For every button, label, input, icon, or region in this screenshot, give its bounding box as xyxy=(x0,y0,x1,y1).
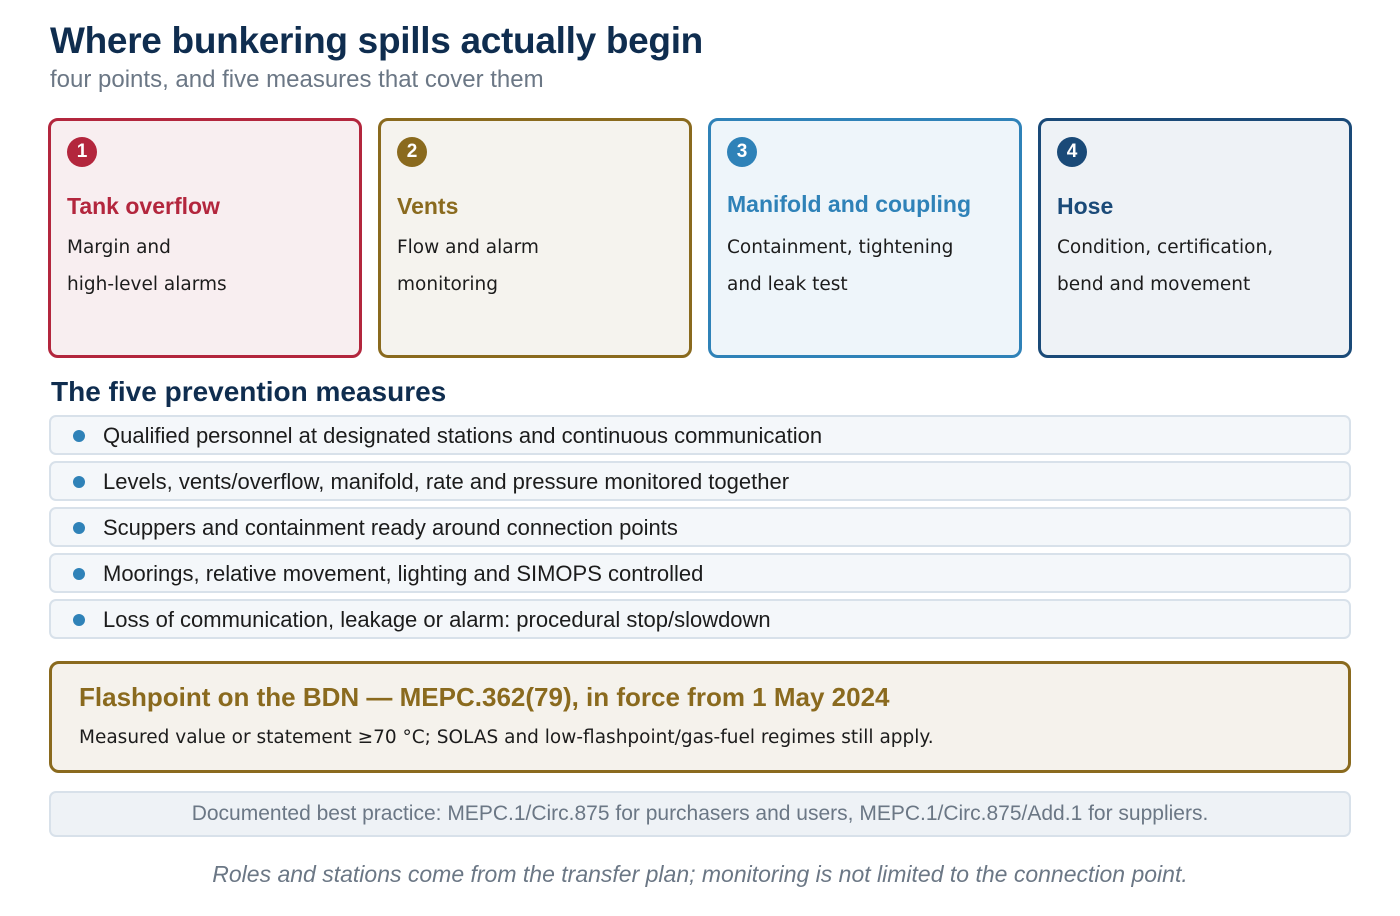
measure-item: Scuppers and containment ready around co… xyxy=(49,507,1351,547)
callout-title: Flashpoint on the BDN — MEPC.362(79), in… xyxy=(79,682,890,712)
point-number-badge: 2 xyxy=(397,137,427,167)
best-practice-note: Documented best practice: MEPC.1/Circ.87… xyxy=(49,791,1351,837)
measure-item: Qualified personnel at designated statio… xyxy=(49,415,1351,455)
flashpoint-callout: Flashpoint on the BDN — MEPC.362(79), in… xyxy=(49,661,1351,773)
bullet-dot-icon xyxy=(73,476,85,488)
point-description: Condition, certification, bend and movem… xyxy=(1057,229,1337,303)
point-number-badge: 1 xyxy=(67,137,97,167)
point-description: Flow and alarm monitoring xyxy=(397,229,677,303)
measures-list: Qualified personnel at designated statio… xyxy=(49,415,1351,645)
point-card-manifold-coupling: 3 Manifold and coupling Containment, tig… xyxy=(708,118,1022,358)
callout-text: Measured value or statement ≥70 °C; SOLA… xyxy=(79,727,934,748)
point-description-line: monitoring xyxy=(397,274,498,295)
point-description-line: Condition, certification, xyxy=(1057,237,1274,258)
measures-heading: The five prevention measures xyxy=(51,376,447,407)
point-number-badge: 3 xyxy=(727,137,757,167)
point-description: Margin and high-level alarms xyxy=(67,229,347,303)
bullet-dot-icon xyxy=(73,430,85,442)
page-subtitle: four points, and five measures that cove… xyxy=(50,66,544,93)
bullet-dot-icon xyxy=(73,568,85,580)
bullet-dot-icon xyxy=(73,614,85,626)
point-title: Vents xyxy=(397,193,459,219)
point-description-line: bend and movement xyxy=(1057,274,1251,295)
point-description-line: Flow and alarm xyxy=(397,237,539,258)
point-description-line: high-level alarms xyxy=(67,274,227,295)
point-description-line: Containment, tightening xyxy=(727,237,954,258)
measure-text: Moorings, relative movement, lighting an… xyxy=(103,561,704,586)
point-description: Containment, tightening and leak test xyxy=(727,229,1007,303)
page-title: Where bunkering spills actually begin xyxy=(50,20,703,61)
point-description-line: Margin and xyxy=(67,237,171,258)
point-title: Manifold and coupling xyxy=(727,191,972,217)
measure-item: Levels, vents/overflow, manifold, rate a… xyxy=(49,461,1351,501)
measure-text: Scuppers and containment ready around co… xyxy=(103,515,678,540)
point-number-badge: 4 xyxy=(1057,137,1087,167)
spill-points: 1 Tank overflow Margin and high-level al… xyxy=(48,118,1352,358)
measure-text: Loss of communication, leakage or alarm:… xyxy=(103,607,771,632)
point-title: Tank overflow xyxy=(67,193,220,219)
point-card-vents: 2 Vents Flow and alarm monitoring xyxy=(378,118,692,358)
measure-text: Qualified personnel at designated statio… xyxy=(103,423,823,448)
point-title: Hose xyxy=(1057,193,1114,219)
point-card-hose: 4 Hose Condition, certification, bend an… xyxy=(1038,118,1352,358)
measure-text: Levels, vents/overflow, manifold, rate a… xyxy=(103,469,790,494)
point-card-tank-overflow: 1 Tank overflow Margin and high-level al… xyxy=(48,118,362,358)
point-description-line: and leak test xyxy=(727,274,848,295)
measure-item: Loss of communication, leakage or alarm:… xyxy=(49,599,1351,639)
bullet-dot-icon xyxy=(73,522,85,534)
footer-note: Roles and stations come from the transfe… xyxy=(212,861,1188,887)
measure-item: Moorings, relative movement, lighting an… xyxy=(49,553,1351,593)
